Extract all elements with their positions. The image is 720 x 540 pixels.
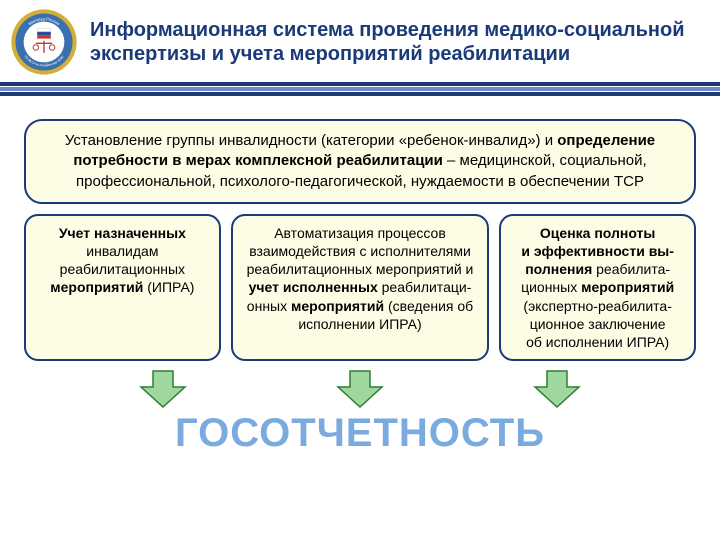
top-summary-box: Установление группы инвалидности (катего… [24,119,696,204]
arrow-row [24,369,696,409]
header: Минтруд России ГБ МСЭ по Алтайскому краю… [0,0,720,82]
down-arrow-icon [336,369,384,409]
header-stripes [0,82,720,96]
down-arrow-icon [139,369,187,409]
cell-automation: Автоматизация процессов взаимодействия с… [231,214,490,361]
cell-uchet: Учет назначенных инвалидам реабилитацион… [24,214,221,361]
bottom-keyword: ГОСОТЧЕТНОСТЬ [24,411,696,456]
emblem-logo: Минтруд России ГБ МСЭ по Алтайскому краю [10,8,78,76]
page-title: Информационная система проведения медико… [90,18,706,66]
cell-evaluation: Оценка полноты и эффективности вы­полнен… [499,214,696,361]
down-arrow-icon [533,369,581,409]
three-column-row: Учет назначенных инвалидам реабилитацион… [24,214,696,361]
main-content: Установление группы инвалидности (катего… [0,101,720,456]
